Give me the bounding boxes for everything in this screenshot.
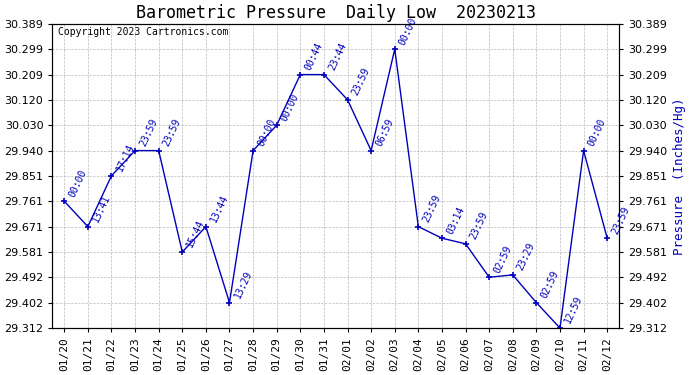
Text: 02:59: 02:59 <box>539 269 561 300</box>
Text: 02:59: 02:59 <box>492 244 513 274</box>
Y-axis label: Pressure  (Inches/Hg): Pressure (Inches/Hg) <box>673 97 686 255</box>
Text: 00:00: 00:00 <box>397 15 419 46</box>
Text: 00:00: 00:00 <box>586 117 608 148</box>
Text: 23:29: 23:29 <box>515 241 537 272</box>
Text: 23:44: 23:44 <box>326 41 348 72</box>
Text: 17:14: 17:14 <box>115 142 136 173</box>
Text: 06:59: 06:59 <box>374 117 395 148</box>
Text: 15:44: 15:44 <box>185 218 206 249</box>
Text: 03:14: 03:14 <box>445 205 466 236</box>
Text: 23:59: 23:59 <box>138 117 159 148</box>
Text: 13:29: 13:29 <box>233 269 254 300</box>
Text: Copyright 2023 Cartronics.com: Copyright 2023 Cartronics.com <box>58 27 228 37</box>
Text: 13:44: 13:44 <box>208 193 230 224</box>
Text: 00:00: 00:00 <box>67 168 88 198</box>
Text: 00:00: 00:00 <box>279 92 301 122</box>
Text: 23:59: 23:59 <box>421 193 442 224</box>
Text: 23:59: 23:59 <box>351 66 372 97</box>
Text: 23:59: 23:59 <box>161 117 183 148</box>
Text: 00:00: 00:00 <box>256 117 277 148</box>
Text: 12:59: 12:59 <box>563 294 584 325</box>
Text: 13:41: 13:41 <box>90 193 112 224</box>
Title: Barometric Pressure  Daily Low  20230213: Barometric Pressure Daily Low 20230213 <box>136 4 535 22</box>
Text: 23:59: 23:59 <box>610 205 631 236</box>
Text: 23:59: 23:59 <box>469 210 490 241</box>
Text: 00:44: 00:44 <box>303 41 324 72</box>
